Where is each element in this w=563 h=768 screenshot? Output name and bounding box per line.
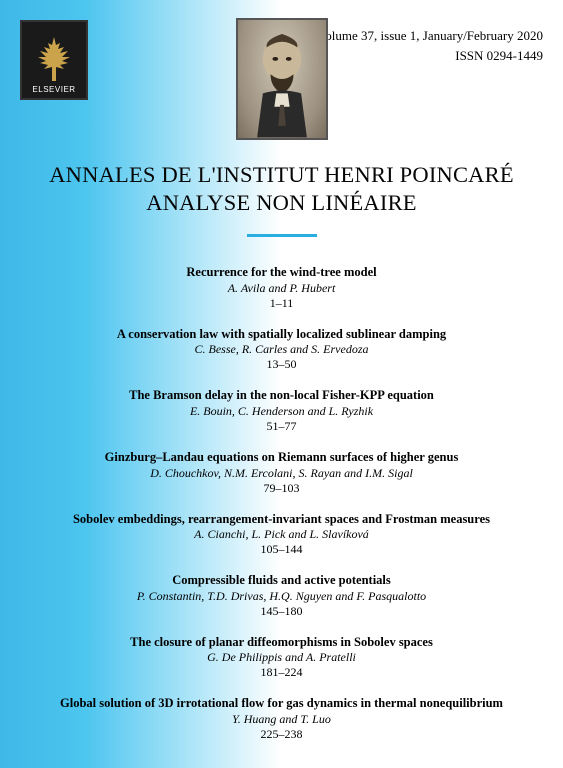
publisher-label: ELSEVIER: [32, 85, 75, 94]
article-authors: C. Besse, R. Carles and S. Ervedoza: [50, 342, 513, 357]
article-entry: A conservation law with spatially locali…: [50, 327, 513, 373]
article-authors: P. Constantin, T.D. Drivas, H.Q. Nguyen …: [50, 589, 513, 604]
article-pages: 105–144: [50, 542, 513, 557]
title-divider: [247, 234, 317, 237]
journal-title-line2: ANALYSE NON LINÉAIRE: [0, 190, 563, 216]
article-entry: The Bramson delay in the non-local Fishe…: [50, 388, 513, 434]
article-title: Global solution of 3D irrotational flow …: [50, 696, 513, 712]
article-title: Sobolev embeddings, rearrangement-invari…: [50, 512, 513, 528]
article-entry: The closure of planar diffeomorphisms in…: [50, 635, 513, 681]
article-authors: G. De Philippis and A. Pratelli: [50, 650, 513, 665]
article-pages: 145–180: [50, 604, 513, 619]
article-authors: A. Avila and P. Hubert: [50, 281, 513, 296]
issue-info: Volume 37, issue 1, January/February 202…: [318, 20, 543, 65]
article-title: A conservation law with spatially locali…: [50, 327, 513, 343]
article-pages: 51–77: [50, 419, 513, 434]
article-entry: Compressible fluids and active potential…: [50, 573, 513, 619]
table-of-contents: Recurrence for the wind-tree modelA. Avi…: [0, 265, 563, 742]
journal-title-line1: ANNALES DE L'INSTITUT HENRI POINCARÉ: [0, 162, 563, 188]
article-title: Ginzburg–Landau equations on Riemann sur…: [50, 450, 513, 466]
article-pages: 1–11: [50, 296, 513, 311]
article-title: Compressible fluids and active potential…: [50, 573, 513, 589]
elsevier-tree-icon: [32, 33, 76, 83]
article-authors: E. Bouin, C. Henderson and L. Ryzhik: [50, 404, 513, 419]
article-pages: 225–238: [50, 727, 513, 742]
article-entry: Ginzburg–Landau equations on Riemann sur…: [50, 450, 513, 496]
article-title: The Bramson delay in the non-local Fishe…: [50, 388, 513, 404]
article-authors: A. Cianchi, L. Pick and L. Slavíková: [50, 527, 513, 542]
article-entry: Recurrence for the wind-tree modelA. Avi…: [50, 265, 513, 311]
article-entry: Global solution of 3D irrotational flow …: [50, 696, 513, 742]
article-pages: 181–224: [50, 665, 513, 680]
poincare-portrait: [236, 18, 328, 140]
elsevier-logo: ELSEVIER: [20, 20, 88, 100]
journal-title: ANNALES DE L'INSTITUT HENRI POINCARÉ ANA…: [0, 162, 563, 216]
volume-line: Volume 37, issue 1, January/February 202…: [318, 26, 543, 46]
article-authors: Y. Huang and T. Luo: [50, 712, 513, 727]
article-pages: 13–50: [50, 357, 513, 372]
article-title: Recurrence for the wind-tree model: [50, 265, 513, 281]
article-authors: D. Chouchkov, N.M. Ercolani, S. Rayan an…: [50, 466, 513, 481]
article-entry: Sobolev embeddings, rearrangement-invari…: [50, 512, 513, 558]
article-title: The closure of planar diffeomorphisms in…: [50, 635, 513, 651]
article-pages: 79–103: [50, 481, 513, 496]
issn-line: ISSN 0294-1449: [318, 46, 543, 66]
